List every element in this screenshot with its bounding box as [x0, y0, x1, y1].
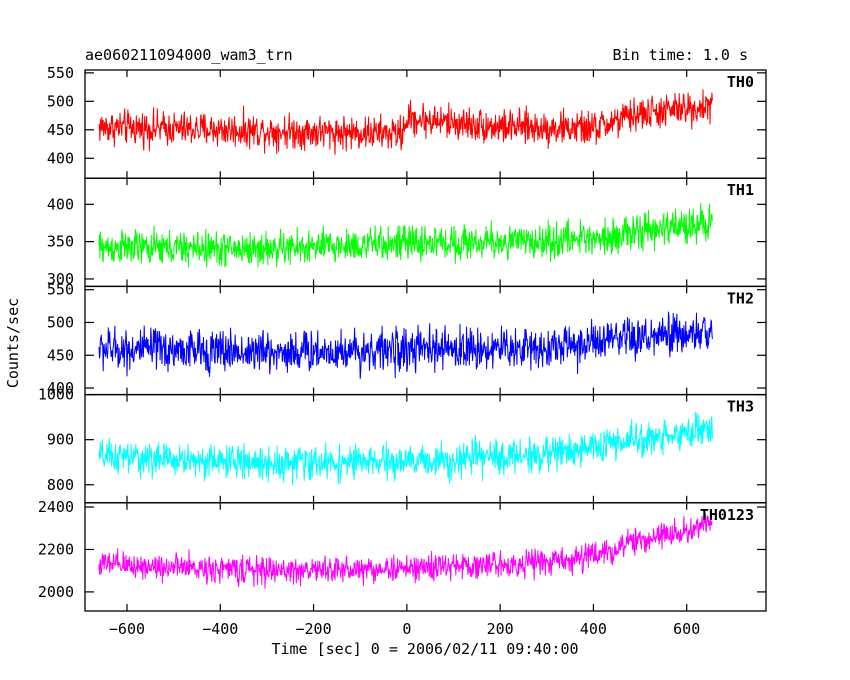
- y-tick-label: 400: [47, 195, 74, 213]
- x-tick-label: 0: [402, 620, 411, 638]
- series-line-th0123: [98, 513, 713, 589]
- panel-th2: 400 450 500 550 TH2: [47, 281, 767, 397]
- y-tick-label: 900: [47, 431, 74, 449]
- series-line-th0: [98, 89, 713, 155]
- y-tick-label: 500: [47, 92, 74, 110]
- panel-th0: 400 450 500 550 TH0: [47, 64, 767, 179]
- x-tick-label: 200: [487, 620, 514, 638]
- y-tick-label: 400: [47, 379, 74, 397]
- panel-frame: [84, 393, 767, 504]
- x-tick-label: −600: [109, 620, 145, 638]
- y-tick-label: 2000: [38, 583, 74, 601]
- series-line-th3: [98, 411, 713, 486]
- panel-frame: [84, 502, 767, 612]
- y-tick-label: 1000: [38, 386, 74, 404]
- x-tick-label: −200: [295, 620, 331, 638]
- y-tick-label: 550: [47, 64, 74, 82]
- y-tick-label: 500: [47, 313, 74, 331]
- series-line-th1: [98, 202, 713, 268]
- panel-label-th0123: TH0123: [700, 506, 754, 524]
- panel-th0123: 2000 2200 2400 TH0123: [38, 498, 767, 612]
- panel-th1: 300 350 400 TH1: [47, 177, 767, 288]
- y-tick-label: 400: [47, 149, 74, 167]
- x-tick-label: −400: [202, 620, 238, 638]
- y-tick-label: 2200: [38, 540, 74, 558]
- panel-label-th1: TH1: [727, 181, 754, 199]
- y-tick-label: 300: [47, 270, 74, 288]
- panel-label-th2: TH2: [727, 289, 754, 307]
- y-tick-label: 350: [47, 233, 74, 251]
- panel-label-th3: TH3: [727, 398, 754, 416]
- chart-title: ae060211094000_wam3_trn: [85, 46, 293, 64]
- y-tick-label: 550: [47, 281, 74, 299]
- panel-th3: 800 900 1000 TH3: [38, 386, 767, 504]
- y-tick-label: 450: [47, 346, 74, 364]
- x-axis-title: Time [sec] 0 = 2006/02/11 09:40:00: [271, 640, 578, 658]
- series-line-th2: [98, 311, 713, 379]
- panels-group: 400 450 500 550 TH0 300 350 400 TH1 400 450 500 550 T…: [38, 64, 767, 638]
- x-tick-label: 600: [673, 620, 700, 638]
- y-tick-label: 800: [47, 476, 74, 494]
- x-tick-label: 400: [580, 620, 607, 638]
- bin-time-label: Bin time: 1.0 s: [613, 46, 748, 64]
- y-tick-label: 450: [47, 121, 74, 139]
- panel-label-th0: TH0: [727, 73, 754, 91]
- y-tick-label: 2400: [38, 498, 74, 516]
- y-axis-title: Counts/sec: [4, 298, 22, 388]
